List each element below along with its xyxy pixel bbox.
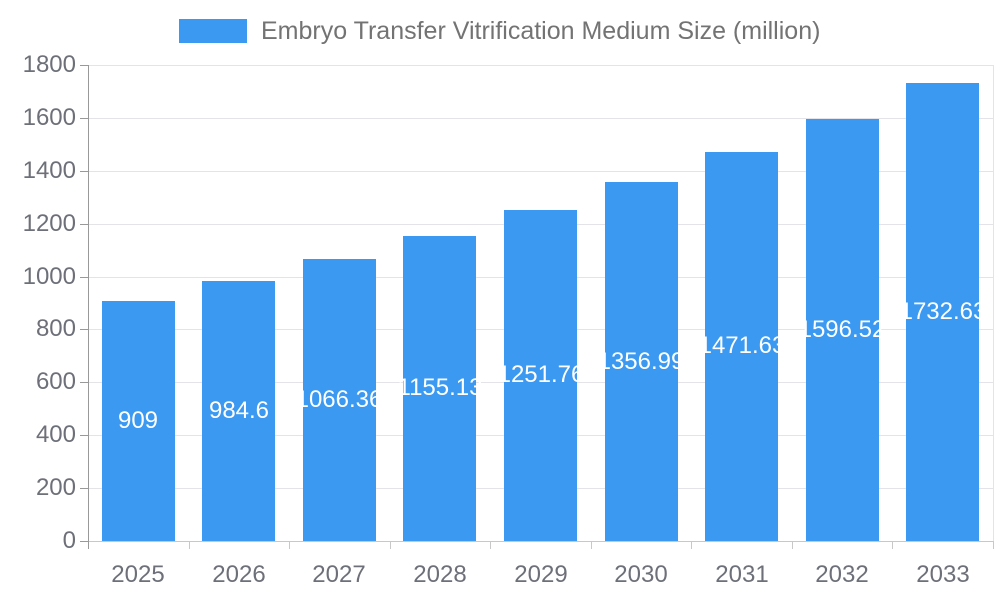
legend[interactable]: Embryo Transfer Vitrification Medium Siz… <box>179 16 820 46</box>
y-axis-label: 1600 <box>22 104 76 131</box>
y-axis-label: 800 <box>35 315 76 342</box>
x-axis-label: 2025 <box>111 561 165 588</box>
bar-value-label: 909 <box>117 407 159 434</box>
bar-value-label: 1251.76 <box>497 361 585 388</box>
y-axis-label: 1200 <box>22 210 76 237</box>
x-axis-tick <box>993 542 994 549</box>
bar[interactable] <box>202 281 275 541</box>
y-gridline <box>88 171 993 172</box>
y-axis-line <box>88 65 89 549</box>
bar-value-label: 1732.63 <box>899 298 987 325</box>
bar[interactable] <box>806 119 879 541</box>
y-axis-tick <box>80 171 88 172</box>
x-axis-tick <box>289 542 290 549</box>
bar[interactable] <box>504 210 577 541</box>
bar[interactable] <box>906 83 979 541</box>
y-axis-label: 0 <box>62 527 76 554</box>
bar[interactable] <box>705 152 778 541</box>
bar-value-label: 984.6 <box>208 397 270 424</box>
x-axis-label: 2026 <box>212 561 266 588</box>
bar-value-label: 1471.63 <box>698 332 786 359</box>
y-axis-tick <box>80 277 88 278</box>
x-axis-label: 2027 <box>312 561 366 588</box>
y-axis-tick <box>80 224 88 225</box>
bar-value-label: 1155.13 <box>397 374 483 401</box>
bar[interactable] <box>303 259 376 541</box>
x-axis-tick <box>792 542 793 549</box>
y-axis-label: 1400 <box>22 157 76 184</box>
y-axis-label: 1000 <box>22 263 76 290</box>
bar-value-label: 1356.99 <box>597 348 685 375</box>
y-axis-label: 1800 <box>22 51 76 78</box>
y-axis-tick <box>80 541 88 542</box>
x-axis-tick <box>892 542 893 549</box>
x-axis-label: 2030 <box>614 561 668 588</box>
x-axis-tick <box>490 542 491 549</box>
x-axis-label: 2028 <box>413 561 467 588</box>
x-axis-line <box>88 541 994 542</box>
x-axis-label: 2029 <box>514 561 568 588</box>
y-axis-tick <box>80 329 88 330</box>
y-axis-tick <box>80 382 88 383</box>
x-axis-tick <box>691 542 692 549</box>
y-gridline <box>88 118 993 119</box>
legend-label: Embryo Transfer Vitrification Medium Siz… <box>261 16 821 45</box>
y-axis-tick <box>80 488 88 489</box>
bar[interactable] <box>605 182 678 541</box>
x-axis-label: 2033 <box>916 561 970 588</box>
x-axis-tick <box>591 542 592 549</box>
legend-swatch-icon <box>179 19 247 43</box>
bar-value-label: 1596.52 <box>798 316 886 343</box>
bar[interactable] <box>403 236 476 541</box>
y-axis-tick <box>80 118 88 119</box>
x-axis-tick <box>189 542 190 549</box>
x-axis-label: 2031 <box>715 561 769 588</box>
bar[interactable] <box>102 301 175 541</box>
y-axis-label: 400 <box>35 421 76 448</box>
x-axis-tick <box>390 542 391 549</box>
plot-right-border <box>993 65 994 541</box>
y-axis-tick <box>80 65 88 66</box>
y-axis-label: 600 <box>35 368 76 395</box>
y-gridline <box>88 65 993 66</box>
y-axis-label: 200 <box>35 474 76 501</box>
bar-value-label: 1066.36 <box>295 386 383 413</box>
y-axis-tick <box>80 435 88 436</box>
x-axis-label: 2032 <box>815 561 869 588</box>
